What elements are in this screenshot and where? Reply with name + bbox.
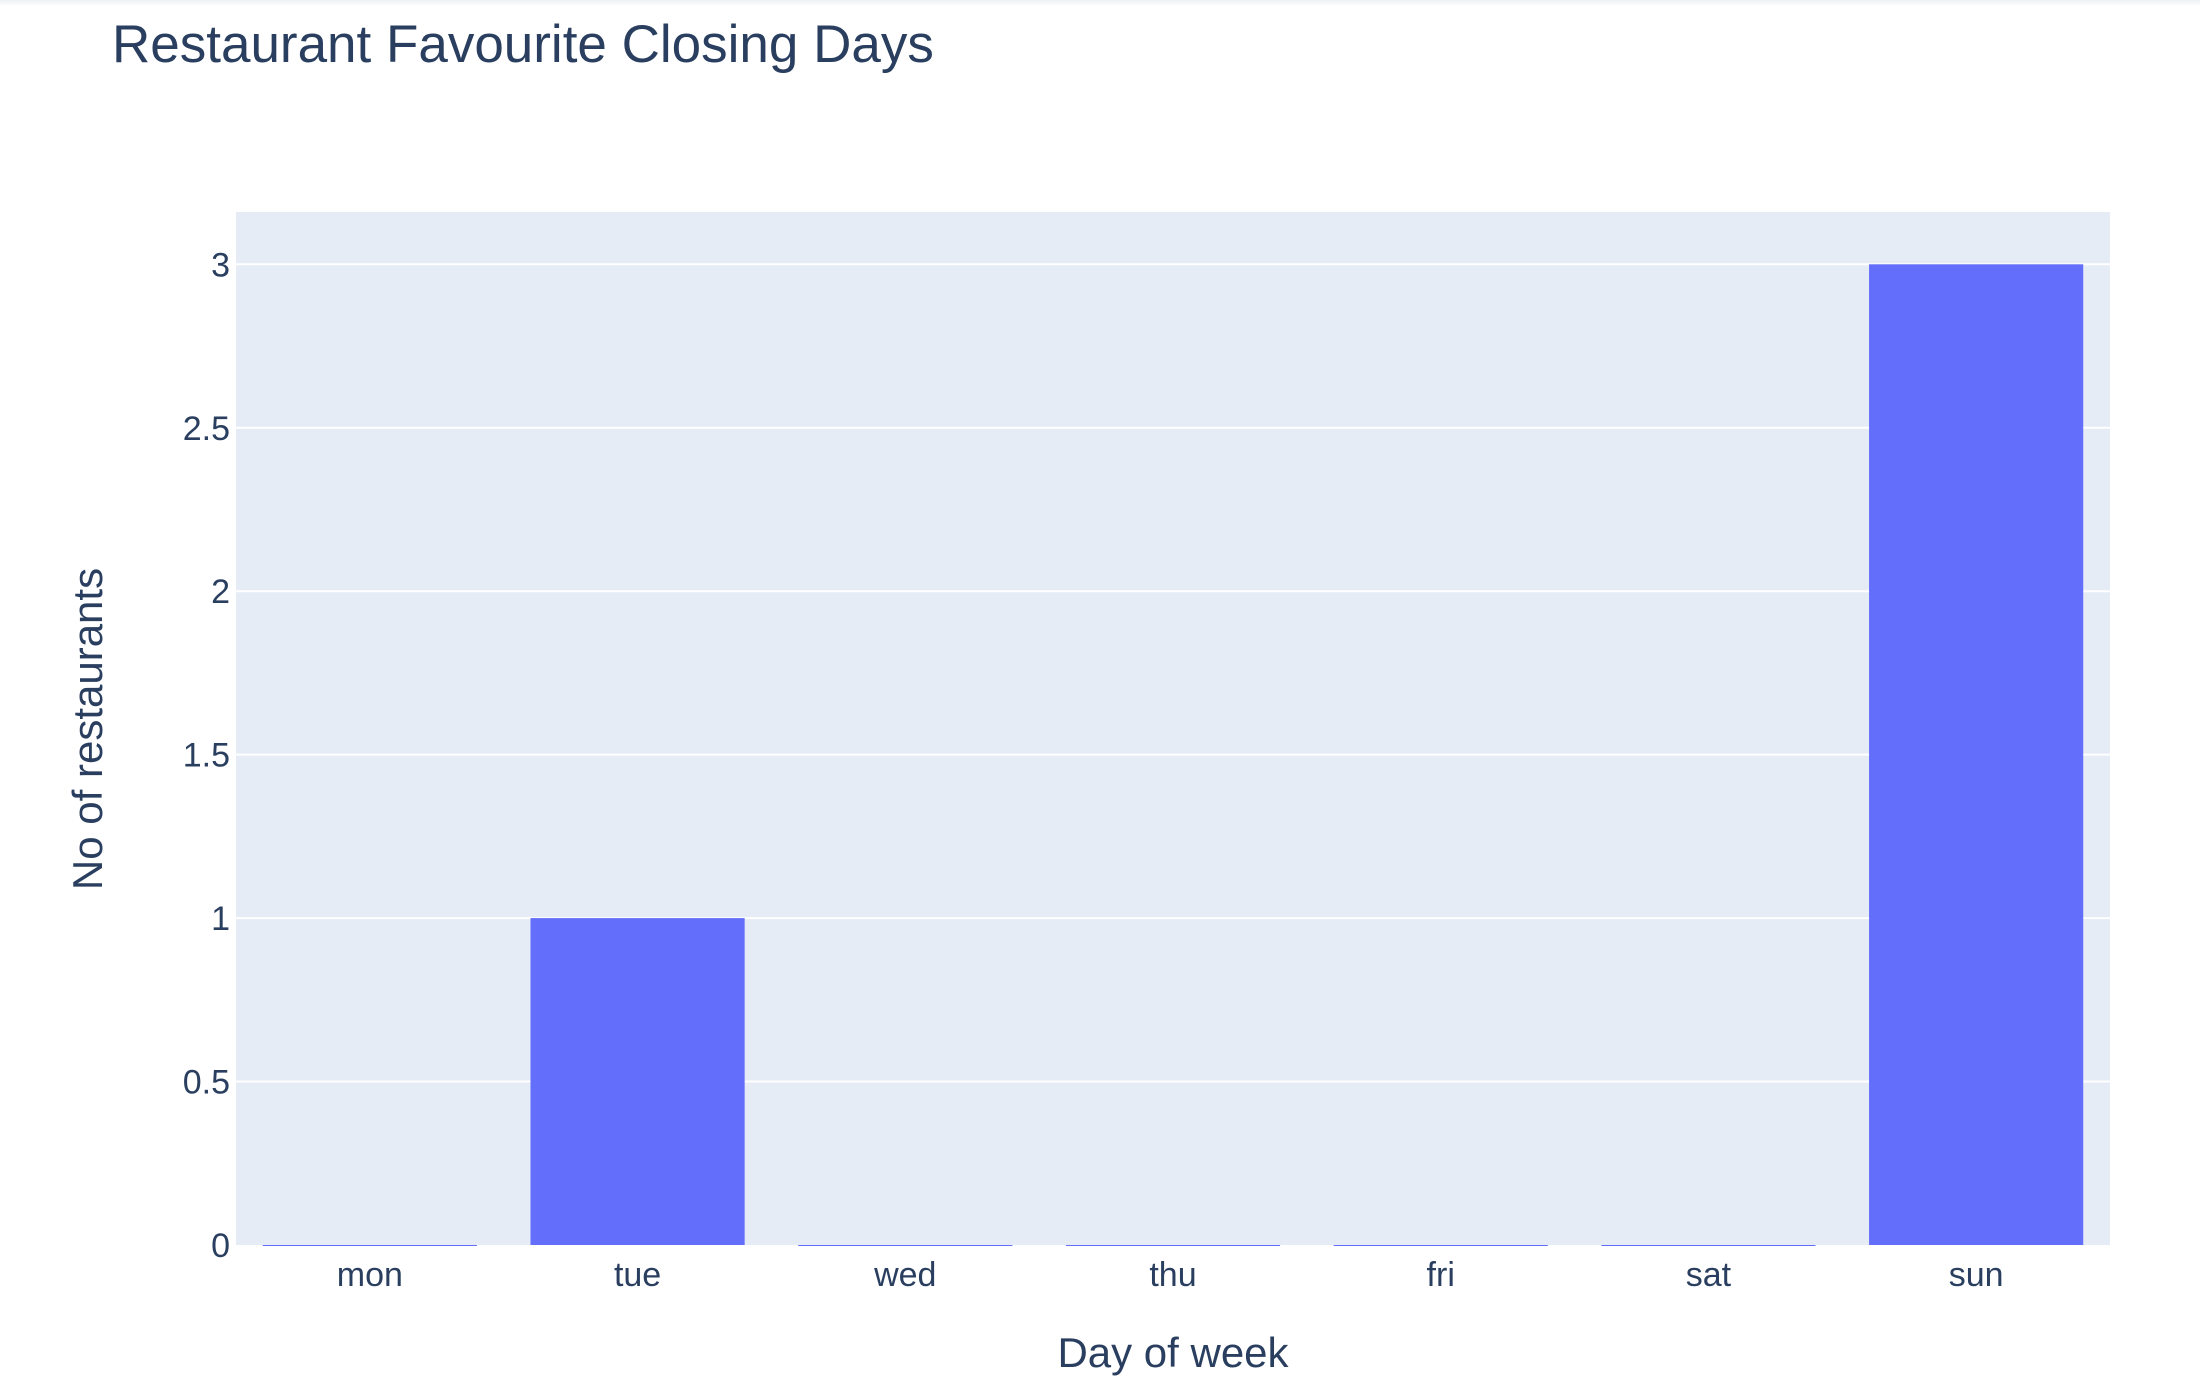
x-tick-labels: mon tue wed thu fri sat sun [337,1256,2004,1294]
y-axis-title: No of restaurants [64,568,111,890]
y-tick-labels: 0 0.5 1 1.5 2 2.5 3 [183,246,230,1265]
bar-sun [1869,264,2084,1245]
plot-area [236,212,2110,1245]
bars [262,264,2084,1246]
bar-sat [1601,1245,1816,1246]
bar-tue [530,918,745,1245]
bar-mon [262,1245,477,1246]
x-tick-label-sat: sat [1686,1256,1732,1294]
y-tick-label-0: 0 [211,1227,230,1265]
y-tick-label-1: 1 [211,900,230,938]
chart-title: Restaurant Favourite Closing Days [112,15,934,74]
x-tick-label-thu: thu [1149,1256,1196,1294]
x-tick-label-mon: mon [337,1256,403,1294]
x-axis-title: Day of week [1057,1329,1289,1376]
y-tick-label-0.5: 0.5 [183,1064,230,1102]
x-tick-label-sun: sun [1949,1256,2004,1294]
x-tick-label-wed: wed [873,1256,936,1294]
bar-fri [1333,1245,1548,1246]
y-tick-label-2: 2 [211,573,230,611]
x-tick-label-fri: fri [1427,1256,1455,1294]
y-tick-label-3: 3 [211,246,230,284]
y-tick-label-2.5: 2.5 [183,410,230,448]
bar-wed [798,1245,1013,1246]
x-tick-label-tue: tue [614,1256,661,1294]
y-tick-label-1.5: 1.5 [183,737,230,775]
top-strip [0,0,2200,6]
bar-thu [1065,1245,1281,1246]
